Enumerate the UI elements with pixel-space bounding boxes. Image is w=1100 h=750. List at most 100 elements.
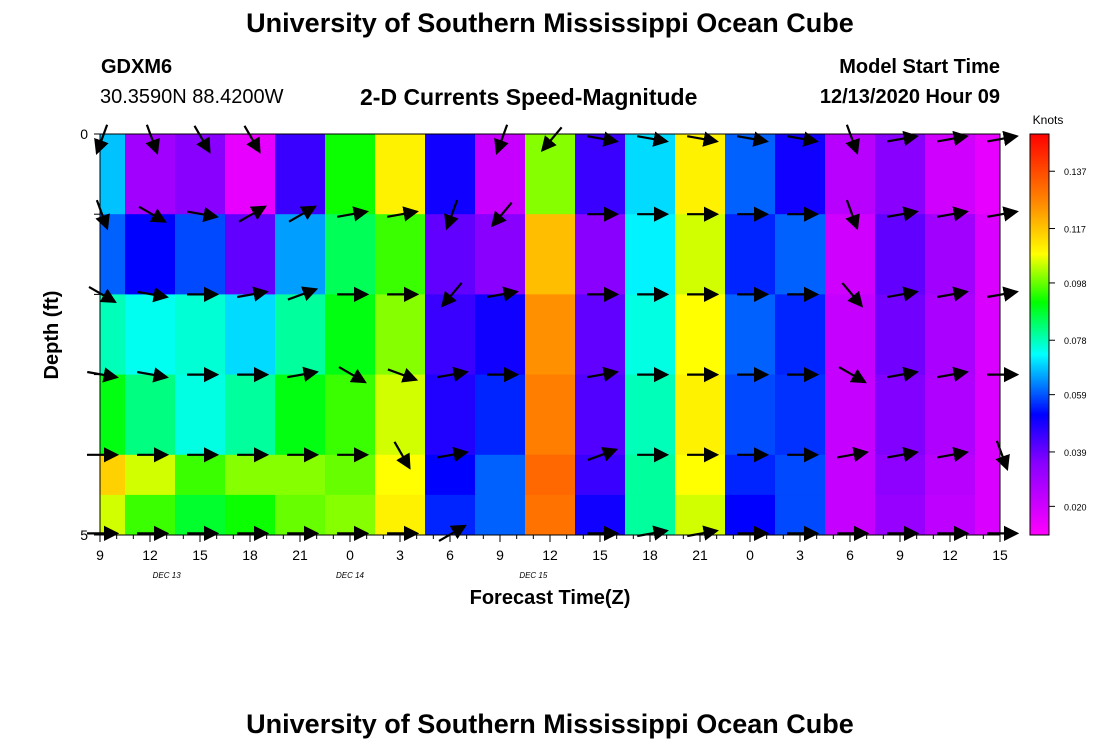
- current-vector-arrow: [845, 199, 860, 231]
- heat-cell: [325, 374, 376, 456]
- heat-cell: [275, 294, 326, 376]
- heat-cell: [875, 494, 926, 536]
- station-coordinates: 30.3590N 88.4200W: [100, 86, 284, 108]
- heat-cell: [575, 454, 626, 496]
- page-title: University of Southern Mississippi Ocean…: [246, 8, 854, 38]
- x-tick-label: 0: [346, 547, 354, 563]
- current-vector-arrow: [687, 131, 719, 147]
- current-vector-arrow: [887, 286, 919, 302]
- current-vector-arrow: [837, 446, 869, 463]
- heat-cell: [375, 374, 426, 456]
- heat-cell: [425, 134, 476, 215]
- current-vector-arrow: [587, 366, 619, 382]
- heat-cell: [725, 214, 776, 295]
- model-start-label: Model Start Time: [839, 56, 1000, 78]
- current-vector-arrow: [887, 206, 919, 222]
- current-vector-arrow: [937, 366, 969, 382]
- heat-cell: [775, 494, 826, 536]
- heat-cell: [100, 374, 126, 456]
- heat-cell: [575, 294, 626, 376]
- current-vector-arrow: [637, 131, 669, 147]
- heat-cell: [625, 214, 676, 295]
- current-vector-arrow: [137, 287, 169, 303]
- heat-cell: [775, 134, 826, 215]
- heat-cell: [375, 214, 426, 295]
- heat-cell: [825, 374, 876, 456]
- x-tick-label: 12: [542, 547, 558, 563]
- heat-cell: [975, 454, 1001, 496]
- heat-cell: [675, 294, 726, 376]
- current-vector-arrow: [95, 199, 110, 231]
- x-tick-label: 12: [942, 547, 958, 563]
- heat-cell: [325, 454, 376, 496]
- heat-cell: [525, 454, 576, 496]
- heat-cell: [775, 294, 826, 376]
- current-vector-arrow: [937, 206, 969, 222]
- x-tick-label: 15: [592, 547, 608, 563]
- current-vector-arrow: [243, 125, 261, 154]
- current-vector-arrow: [995, 440, 1010, 471]
- heat-cell: [825, 134, 876, 215]
- current-vectors: [87, 124, 1020, 542]
- heat-cell: [725, 294, 776, 376]
- current-vector-arrow: [787, 131, 819, 147]
- current-vector-arrow: [587, 131, 619, 147]
- x-tick-label: 21: [292, 547, 308, 563]
- current-vector-arrow: [145, 124, 160, 155]
- current-vector-arrow: [338, 366, 367, 384]
- x-axis-title: Forecast Time(Z): [470, 587, 631, 609]
- current-vector-arrow: [841, 282, 864, 308]
- heat-cell: [475, 294, 526, 376]
- heat-cell: [325, 294, 376, 376]
- colorbar-ticks: 0.137 0.117 0.098 0.078 0.059 0.039 0.020: [1049, 167, 1087, 512]
- current-vector-arrow: [737, 131, 769, 147]
- current-vector-arrow: [937, 446, 969, 463]
- heat-cell: [425, 374, 476, 456]
- current-vector-arrow: [987, 206, 1019, 222]
- x-tick-label: 9: [96, 547, 104, 563]
- heat-cell: [275, 214, 326, 295]
- current-vector-arrow: [587, 446, 619, 462]
- heat-cell: [375, 294, 426, 376]
- y-axis: 05: [80, 126, 100, 543]
- heat-cell: [100, 294, 126, 376]
- heat-cell: [225, 134, 276, 215]
- heat-cell: [925, 494, 976, 536]
- heat-cell: [525, 494, 576, 536]
- current-vector-arrow: [193, 125, 211, 154]
- colorbar-tick-label: 0.039: [1064, 448, 1087, 458]
- current-vector-arrow: [393, 441, 411, 470]
- colorbar: Knots 0.137 0.117 0.098 0.078 0.059 0.039 0.02…: [1029, 113, 1087, 536]
- heat-cell: [100, 214, 126, 295]
- heat-cell: [475, 494, 526, 536]
- x-tick-label: 9: [896, 547, 904, 563]
- heat-cell: [925, 454, 976, 496]
- x-tick-label: 3: [796, 547, 804, 563]
- heat-cell: [825, 494, 876, 536]
- heatmap-cells: [100, 134, 1001, 536]
- current-vector-arrow: [838, 366, 867, 384]
- x-tick-label: 15: [992, 547, 1008, 563]
- heat-cell: [425, 494, 476, 536]
- x-date-label: DEC 15: [519, 571, 548, 580]
- heat-cell: [175, 374, 226, 456]
- heat-cell: [100, 494, 126, 536]
- current-vector-arrow: [287, 286, 319, 302]
- current-vector-arrow: [490, 202, 513, 228]
- heat-cell: [625, 134, 676, 215]
- chart-title: 2-D Currents Speed-Magnitude: [360, 84, 698, 110]
- heat-cell: [875, 454, 926, 496]
- heat-cell: [725, 134, 776, 215]
- y-tick-label: 0: [80, 126, 88, 142]
- heat-cell: [275, 134, 326, 215]
- heat-cell: [125, 454, 176, 496]
- heat-cell: [175, 294, 226, 376]
- heat-cell: [175, 454, 226, 496]
- x-tick-label: 6: [846, 547, 854, 563]
- current-vector-arrow: [237, 286, 269, 302]
- heat-cell: [175, 134, 226, 215]
- colorbar-tick-label: 0.098: [1064, 279, 1087, 289]
- heat-cell: [425, 214, 476, 295]
- current-vector-arrow: [540, 126, 563, 152]
- heat-cell: [925, 214, 976, 295]
